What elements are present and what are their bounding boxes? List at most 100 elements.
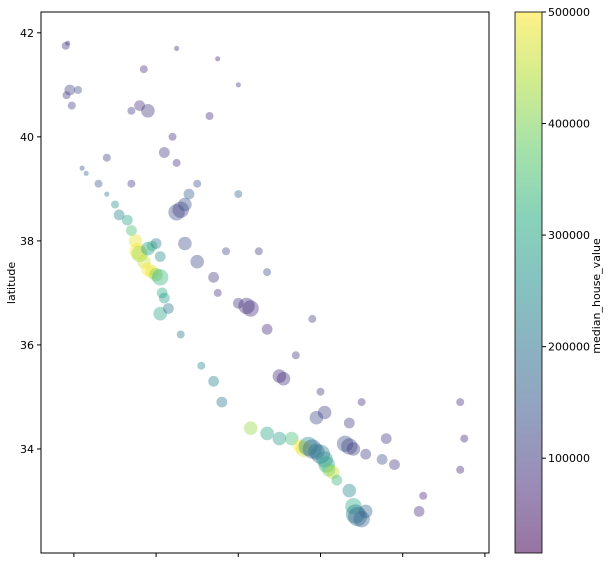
data-point bbox=[67, 101, 76, 110]
data-point bbox=[263, 268, 272, 277]
data-point bbox=[293, 439, 307, 454]
data-point bbox=[158, 147, 170, 158]
data-point bbox=[298, 436, 318, 456]
colorbar-tick-label: 200000 bbox=[548, 341, 590, 354]
data-point bbox=[342, 483, 357, 498]
data-point bbox=[172, 201, 189, 218]
colorbar-ticks: 100000 200000 300000 400000 500000 bbox=[542, 6, 590, 465]
data-point bbox=[150, 238, 162, 249]
data-point bbox=[316, 387, 325, 396]
data-point bbox=[360, 448, 372, 460]
data-point bbox=[345, 498, 362, 515]
data-point bbox=[183, 188, 195, 200]
data-point bbox=[74, 86, 82, 94]
data-point bbox=[413, 506, 425, 517]
data-point bbox=[272, 431, 287, 446]
data-point bbox=[145, 265, 159, 279]
plot-frame bbox=[40, 11, 490, 554]
data-point bbox=[176, 330, 185, 339]
data-point bbox=[79, 165, 85, 171]
data-point bbox=[336, 435, 354, 452]
data-point bbox=[317, 405, 332, 420]
data-point bbox=[141, 104, 155, 118]
data-point bbox=[309, 410, 324, 425]
data-point bbox=[152, 269, 169, 286]
data-point bbox=[346, 442, 361, 456]
data-point bbox=[174, 45, 180, 52]
data-point bbox=[260, 426, 274, 441]
colorbar-tick-label: 100000 bbox=[548, 452, 590, 465]
data-point bbox=[131, 245, 148, 263]
data-point bbox=[389, 459, 400, 470]
data-point bbox=[190, 254, 204, 269]
data-point bbox=[380, 433, 392, 444]
data-point bbox=[129, 243, 146, 260]
data-point bbox=[272, 369, 287, 383]
data-point bbox=[243, 421, 258, 436]
data-point bbox=[153, 306, 167, 321]
data-point bbox=[94, 179, 103, 188]
scatter-points bbox=[61, 40, 469, 528]
data-point bbox=[65, 40, 71, 46]
data-point bbox=[104, 191, 110, 197]
data-point bbox=[213, 288, 222, 297]
data-point bbox=[137, 254, 151, 269]
data-point bbox=[139, 65, 148, 74]
data-point bbox=[102, 153, 111, 162]
data-point bbox=[111, 200, 119, 209]
y-axis-ticks: 34 36 38 40 42 bbox=[20, 27, 41, 456]
data-point bbox=[295, 440, 313, 458]
data-point bbox=[376, 454, 388, 465]
data-point bbox=[353, 511, 370, 528]
data-point bbox=[456, 398, 465, 407]
data-point bbox=[156, 287, 168, 299]
y-tick-label: 36 bbox=[20, 339, 34, 352]
data-point bbox=[316, 451, 333, 468]
data-point bbox=[222, 247, 230, 256]
data-point bbox=[113, 209, 125, 221]
data-point bbox=[308, 314, 317, 323]
data-point bbox=[345, 504, 365, 524]
colorbar-tick-label: 400000 bbox=[548, 118, 590, 131]
data-point bbox=[158, 292, 170, 304]
data-point bbox=[318, 456, 335, 473]
data-point bbox=[134, 100, 146, 111]
data-point bbox=[234, 190, 243, 199]
colorbar-tick-label: 300000 bbox=[548, 229, 590, 242]
data-point bbox=[302, 439, 322, 459]
data-point bbox=[121, 214, 133, 226]
data-point bbox=[178, 197, 192, 212]
data-point bbox=[291, 351, 300, 360]
data-point bbox=[178, 236, 192, 251]
data-point bbox=[238, 297, 255, 315]
data-point bbox=[127, 179, 136, 188]
y-tick-label: 42 bbox=[20, 27, 34, 40]
data-point bbox=[168, 132, 177, 141]
data-point bbox=[197, 361, 206, 370]
data-point bbox=[83, 170, 89, 176]
data-point bbox=[343, 417, 355, 429]
data-point bbox=[242, 300, 259, 317]
data-point bbox=[460, 434, 469, 443]
data-point bbox=[456, 465, 465, 474]
data-point bbox=[347, 506, 368, 527]
y-tick-label: 38 bbox=[20, 235, 34, 248]
data-point bbox=[64, 84, 76, 96]
data-point bbox=[357, 398, 366, 407]
data-point bbox=[215, 56, 221, 62]
data-point bbox=[168, 204, 185, 221]
colorbar bbox=[514, 11, 543, 554]
data-point bbox=[125, 225, 137, 236]
data-point bbox=[232, 297, 244, 309]
data-point bbox=[216, 396, 228, 408]
data-point bbox=[128, 234, 143, 248]
data-point bbox=[308, 443, 325, 460]
data-point bbox=[193, 179, 202, 188]
y-axis-label: latitude bbox=[5, 262, 18, 304]
data-point bbox=[154, 251, 166, 262]
data-point bbox=[235, 82, 241, 88]
data-point bbox=[310, 444, 331, 464]
data-point bbox=[172, 158, 181, 167]
y-tick-label: 34 bbox=[20, 443, 34, 456]
